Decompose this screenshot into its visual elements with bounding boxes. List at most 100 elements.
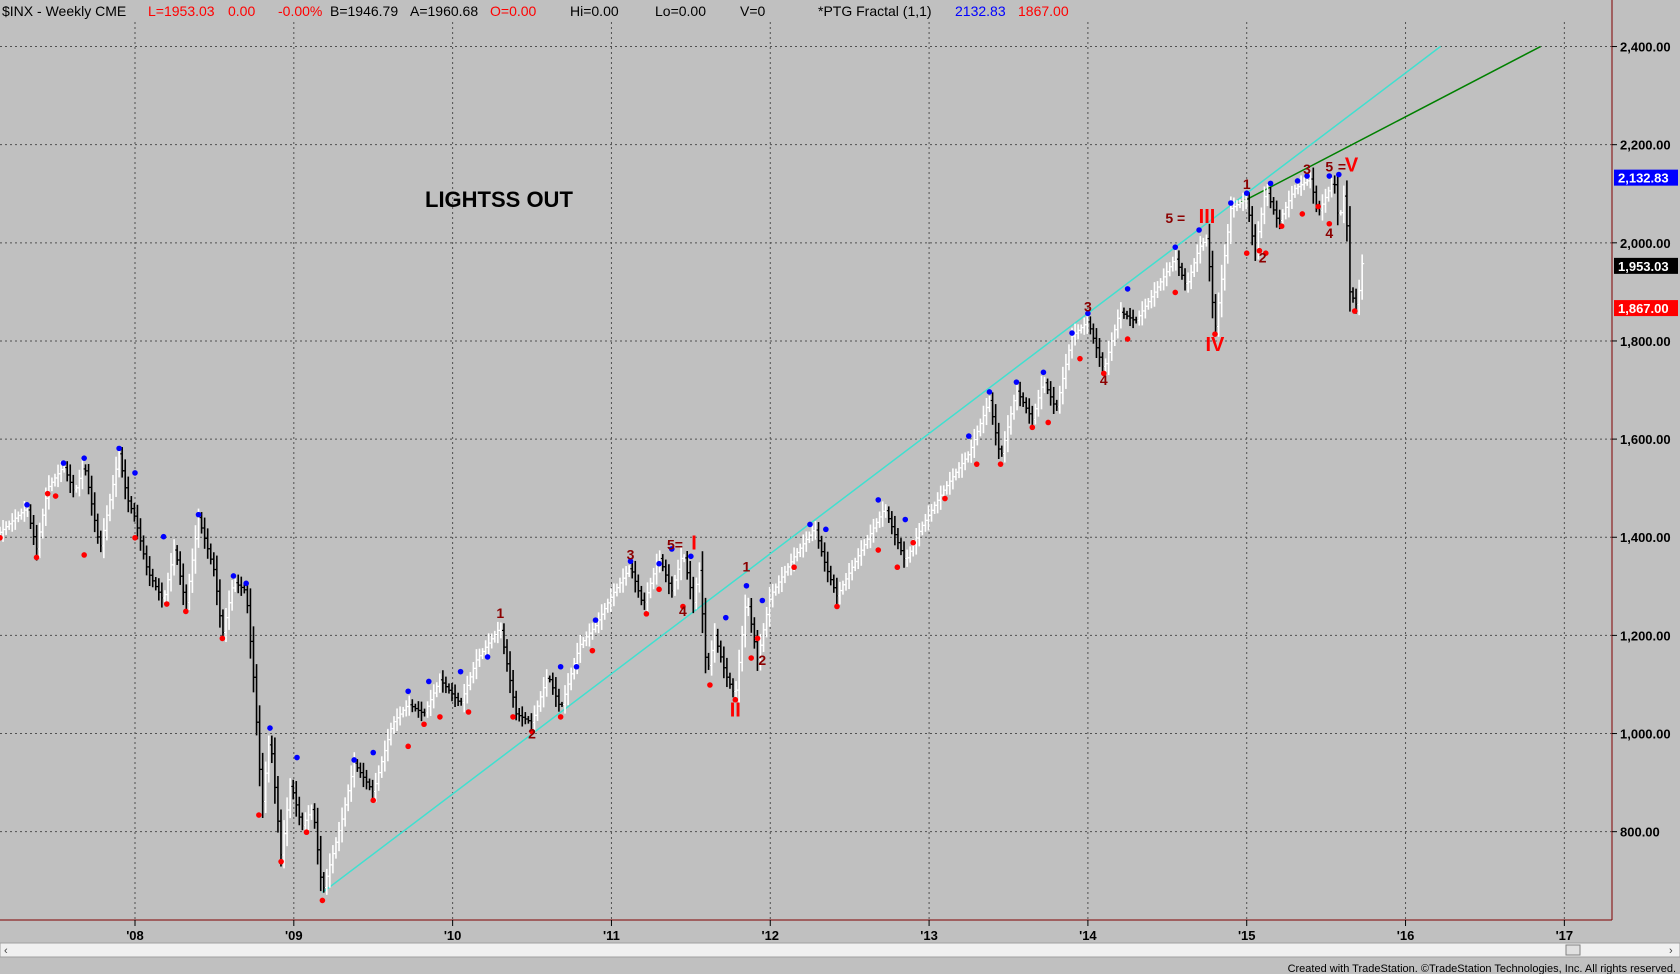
- fractal-low-price-tag-bg: [1614, 300, 1678, 317]
- fractal-low-marker: [1315, 203, 1321, 210]
- x-tick-label: '17: [1556, 928, 1574, 943]
- y-tick-label: 1,600.00: [1620, 432, 1671, 447]
- fractal-high-marker: [1069, 330, 1075, 336]
- fractal-high-marker: [1172, 244, 1179, 250]
- fractal-low-marker: [183, 608, 189, 615]
- last-price-tag: 1,953.03: [1618, 259, 1669, 274]
- fractal-low-marker: [370, 797, 377, 804]
- fractal-low-marker: [163, 601, 170, 607]
- y-tick-label: 1,800.00: [1620, 334, 1671, 349]
- fractal-low-marker: [875, 547, 882, 553]
- wave-label: II: [730, 699, 741, 721]
- last-price-tag-bg: [1614, 257, 1678, 274]
- y-tick-label: 800.00: [1620, 825, 1660, 840]
- fractal-low-marker: [834, 603, 840, 610]
- wave-label: 2: [1259, 249, 1267, 265]
- y-tick-label: 2,400.00: [1620, 40, 1671, 55]
- fractal-low-marker: [656, 586, 662, 593]
- wave-label: V: [1345, 155, 1359, 177]
- fractal-high-marker: [24, 502, 30, 508]
- fractal-low-marker: [973, 461, 980, 467]
- scroll-right-arrow-icon[interactable]: ›: [1669, 945, 1673, 957]
- wave-label: I: [691, 533, 697, 555]
- fractal-high-marker: [160, 533, 167, 540]
- fractal-high-marker: [457, 668, 464, 675]
- fractal-low-marker: [278, 858, 284, 865]
- fractal-low-marker: [219, 635, 226, 642]
- fractal-high-marker: [1013, 379, 1020, 385]
- fractal-low-marker: [0, 534, 3, 541]
- fractal-high-marker: [243, 580, 249, 587]
- fractal-low-marker: [1212, 331, 1218, 337]
- fractal-low-marker: [791, 564, 797, 571]
- fractal-low-marker: [1278, 223, 1285, 229]
- footer-credit: Created with TradeStation. ©TradeStation…: [1288, 963, 1676, 974]
- wave-label: 4: [1325, 225, 1333, 241]
- fractal-high-marker: [426, 678, 432, 685]
- fractal-low-marker: [997, 461, 1004, 467]
- fractal-high-marker: [230, 573, 237, 579]
- y-tick-label: 2,000.00: [1620, 236, 1671, 251]
- fractal-low-marker: [81, 552, 87, 558]
- fractal-low-marker: [754, 635, 761, 642]
- last-price-label: L=1953.03: [148, 3, 215, 19]
- y-tick-label: 1,000.00: [1620, 727, 1671, 742]
- wave-label: 2: [758, 652, 766, 668]
- wave-label: 3: [1084, 299, 1092, 315]
- fractal-low-marker: [1029, 424, 1036, 431]
- pct-change-label: -0.00%: [278, 3, 322, 19]
- volume-label: V=0: [740, 3, 766, 19]
- scrollbar-thumb[interactable]: [1565, 944, 1581, 956]
- wave-label: 1: [1243, 176, 1251, 192]
- wave-label: 1: [743, 559, 751, 575]
- fractal-high-marker: [759, 597, 766, 604]
- fractal-low-marker: [1256, 247, 1263, 254]
- wave-label: 1: [496, 605, 504, 621]
- trendline: [321, 45, 1441, 894]
- high-label: Hi=0.00: [570, 3, 619, 19]
- fractal-high-marker: [60, 460, 67, 466]
- wave-label: III: [1199, 206, 1216, 228]
- fractal-low-marker: [319, 897, 326, 904]
- wave-label: 4: [1100, 372, 1108, 388]
- fractal-low-marker: [44, 490, 51, 497]
- fractal-high-marker: [656, 560, 662, 567]
- fractal-low-marker: [1172, 289, 1179, 296]
- time-axis: '08 '09 '10 '11 '12 '13 '14 '15 '16 '17: [126, 920, 1573, 943]
- x-tick-label: '08: [126, 928, 144, 943]
- annotation-text: LIGHTSS OUT: [425, 187, 573, 212]
- low-label: Lo=0.00: [655, 3, 706, 19]
- scroll-left-arrow-icon[interactable]: ‹: [4, 945, 8, 957]
- fractal-high-price-tag-bg: [1614, 169, 1678, 186]
- fractal-low-marker: [132, 534, 138, 541]
- x-tick-label: '12: [761, 928, 779, 943]
- fractal-high-marker: [405, 688, 411, 695]
- price-axis: 800.00 1,000.00 1,200.00 1,400.00 1,600.00 1,…: [1612, 40, 1671, 840]
- fractal-low-marker: [510, 714, 516, 720]
- fractal-high-marker: [557, 663, 564, 670]
- fractal-low-marker: [1326, 220, 1333, 227]
- fractal-high-marker: [1196, 227, 1202, 233]
- trendline: [1238, 45, 1541, 205]
- fractal-high-marker: [722, 614, 729, 621]
- fractal-high-marker: [81, 455, 87, 461]
- fractal-low-price-tag: 1,867.00: [1618, 301, 1669, 316]
- fractal-high-marker: [965, 433, 972, 439]
- fractal-low-marker: [557, 714, 564, 720]
- fractal-low-marker: [1262, 250, 1269, 256]
- fractal-low-marker: [707, 682, 713, 688]
- fractal-high-marker: [1304, 173, 1310, 179]
- plot-area: [0, 0, 1612, 920]
- fractal-low-marker: [589, 647, 596, 654]
- horizontal-scrollbar[interactable]: [0, 942, 1680, 958]
- fractal-high-marker: [116, 445, 122, 452]
- indicator-high-value: 2132.83: [955, 3, 1006, 19]
- fractal-low-marker: [1100, 370, 1107, 377]
- fractal-high-marker: [294, 754, 300, 761]
- fractal-high-marker: [743, 582, 750, 589]
- trendlines: [321, 45, 1541, 894]
- fractal-low-marker: [748, 655, 755, 661]
- fractal-high-marker: [986, 389, 993, 395]
